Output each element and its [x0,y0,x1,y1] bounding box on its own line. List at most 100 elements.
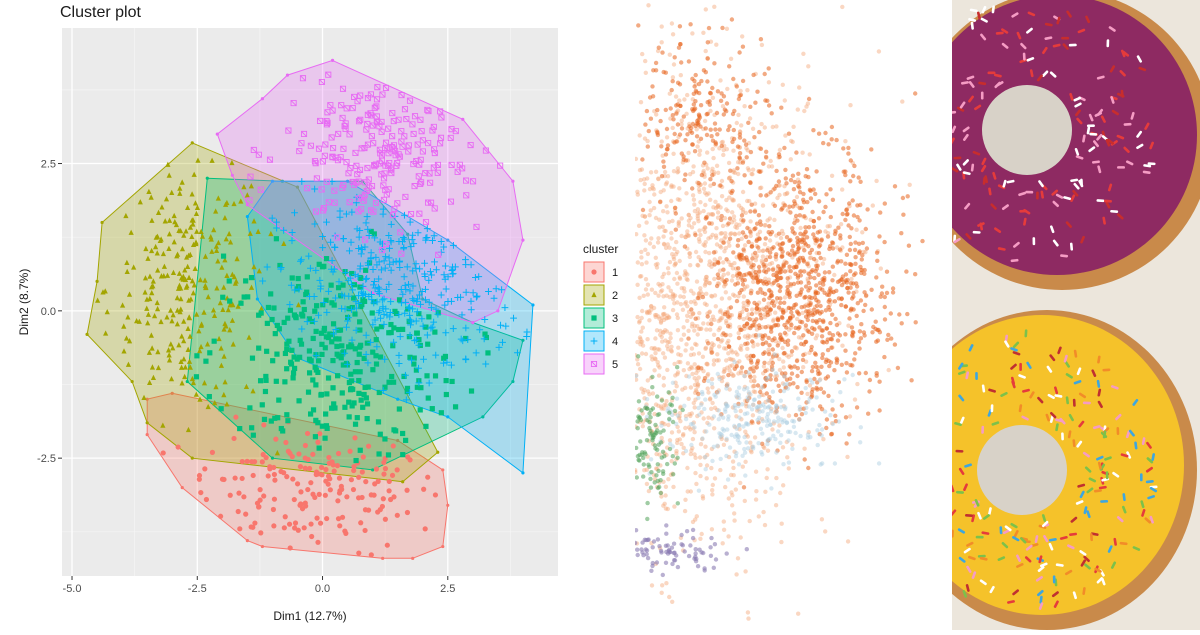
scatter-dot [638,177,643,183]
hull-vertex [260,544,265,549]
cluster-point [467,141,474,149]
cluster-point [215,258,221,264]
scatter-dot [706,236,711,241]
sprinkle [1082,451,1090,458]
scatter-dot [727,236,733,241]
scatter-dot [689,442,694,448]
cluster-point [386,478,392,485]
sprinkle [1049,415,1054,423]
cluster-point [467,306,475,314]
scatter-dot [715,204,720,210]
scatter-dot [766,267,771,272]
scatter-dot [756,245,761,250]
scatter-dot [670,125,675,131]
cluster-point [194,353,200,359]
cluster-point [323,334,330,340]
cluster-point [289,347,295,353]
scatter-dot [711,250,717,255]
scatter-dot [740,309,745,315]
scatter-dot [708,127,713,132]
scatter-dot [718,431,723,437]
scatter-dot [795,249,800,255]
scatter-dot [688,451,693,457]
cluster-point [380,310,388,318]
scatter-dot [675,370,681,375]
legend-label-5: 5 [612,359,618,371]
scatter-dot [766,164,772,169]
sprinkle [1091,160,1100,164]
sprinkle [997,556,1006,562]
scatter-dot [727,445,733,450]
cluster-point [318,464,325,471]
scatter-dot [651,68,656,73]
scatter-dot [780,420,785,425]
scatter-dot [742,323,747,329]
scatter-dot [643,452,648,457]
sprinkle [959,101,966,109]
y-tick-label: -2.5 [37,453,56,465]
scatter-dot [696,291,701,297]
scatter-dot [694,514,699,519]
scatter-dot [795,366,800,371]
legend-marker-1 [591,269,597,275]
sprinkle [1010,347,1018,352]
cluster-point [285,418,291,424]
cluster-point [221,326,227,332]
scatter-dot [750,172,755,177]
scatter-dot [740,402,745,407]
cluster-point [319,158,326,165]
scatter-dot [726,175,732,181]
scatter-dot [727,175,733,180]
scatter-dot [785,429,791,434]
cluster-point [394,160,401,167]
cluster-point [216,335,222,342]
cluster-point [370,281,377,289]
scatter-dot [644,108,650,114]
scatter-dot [684,276,689,282]
scatter-dot [719,296,725,301]
scatter-dot [756,420,761,425]
cluster-point [386,488,392,494]
scatter-dot [712,293,718,298]
cluster-point [406,318,412,324]
sprinkle [1060,254,1069,258]
sprinkle [982,176,986,185]
scatter-dot [823,130,828,136]
y-tick-label: 0.0 [41,306,56,318]
sprinkle [1037,396,1044,404]
scatter-dot [681,432,686,437]
cluster-point [220,306,226,313]
scatter-dot [785,455,790,460]
cluster-point [352,369,358,375]
scatter-dot [817,325,822,330]
scatter-dot [745,341,750,346]
scatter-dot [787,264,792,269]
sprinkle [1019,537,1027,544]
scatter-dot [858,336,864,341]
scatter-dot [712,405,718,410]
cluster-point [384,542,390,548]
scatter-dot [813,360,818,365]
scatter-dot [683,413,689,419]
scatter-dot [746,404,752,409]
cluster-point [146,349,152,355]
scatter-dot [658,332,663,337]
scatter-dot [674,451,679,456]
scatter-dot [858,179,863,184]
cluster-point [371,492,377,498]
cluster-point [318,78,325,86]
scatter-dot [826,142,831,147]
scatter-dot [789,248,795,253]
cluster-point [362,351,370,358]
scatter-dot [855,214,860,220]
cluster-point [362,507,369,513]
cluster-point [316,445,322,451]
legend-marker-5 [590,360,598,368]
scatter-dot [750,402,756,407]
scatter-dot [780,82,785,88]
scatter-dot [759,258,765,263]
scatter-dot [672,504,677,509]
sprinkle [958,556,966,563]
cluster-point [365,176,372,183]
scatter-dot [689,364,694,370]
